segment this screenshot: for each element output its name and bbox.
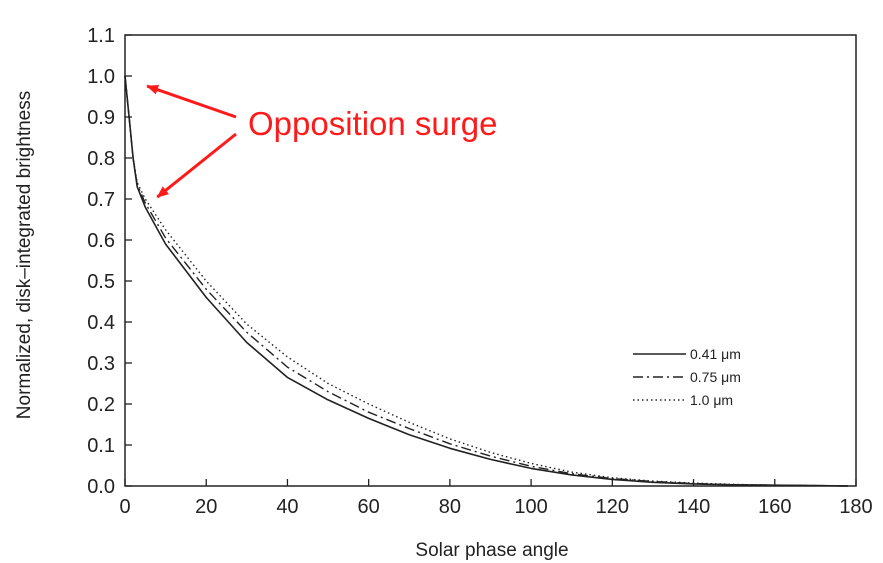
opposition-surge-annotation: Opposition surge <box>146 84 497 199</box>
x-tick-label: 120 <box>596 496 629 518</box>
x-tick-label: 180 <box>839 496 872 518</box>
axis-ticks: 0 20 40 60 80 100 120 140 160 180 0.0 0.1 0.2 0.3 0.4 0… <box>87 25 873 518</box>
x-tick-label: 40 <box>276 496 298 518</box>
y-tick-label: 0.4 <box>87 312 115 334</box>
data-series <box>124 75 848 487</box>
legend-label-2: 1.0 μm <box>690 392 733 408</box>
x-tick-label: 140 <box>677 496 710 518</box>
y-tick-label: 0.3 <box>87 353 115 375</box>
y-tick-label: 0.5 <box>87 271 115 293</box>
x-axis-label: Solar phase angle <box>415 540 568 561</box>
legend: 0.41 μm 0.75 μm 1.0 μm <box>633 346 741 408</box>
x-tick-label: 60 <box>358 496 380 518</box>
x-tick-label: 160 <box>758 496 791 518</box>
annotation-text: Opposition surge <box>248 105 497 142</box>
y-tick-label: 0.2 <box>87 394 115 416</box>
legend-label-0: 0.41 μm <box>690 346 741 362</box>
plot-axes <box>124 34 857 487</box>
y-tick-label: 0.6 <box>87 230 115 252</box>
plot-frame <box>124 34 857 487</box>
legend-label-1: 0.75 μm <box>690 369 741 385</box>
y-tick-label: 1.1 <box>87 25 115 47</box>
y-tick-label: 0.0 <box>87 476 115 498</box>
series-line-2 <box>124 75 848 487</box>
x-tick-label: 80 <box>439 496 461 518</box>
y-tick-label: 1.0 <box>87 66 115 88</box>
annotation-arrow-1 <box>156 132 237 199</box>
y-tick-label: 0.7 <box>87 189 115 211</box>
annotation-arrow-0 <box>146 84 237 119</box>
y-axis-label: Normalized, disk–integrated brightness <box>14 91 35 419</box>
x-tick-label: 20 <box>195 496 217 518</box>
y-tick-label: 0.1 <box>87 435 115 457</box>
y-tick-label: 0.9 <box>87 107 115 129</box>
x-tick-label: 0 <box>119 496 130 518</box>
y-tick-label: 0.8 <box>87 148 115 170</box>
x-tick-label: 100 <box>514 496 547 518</box>
